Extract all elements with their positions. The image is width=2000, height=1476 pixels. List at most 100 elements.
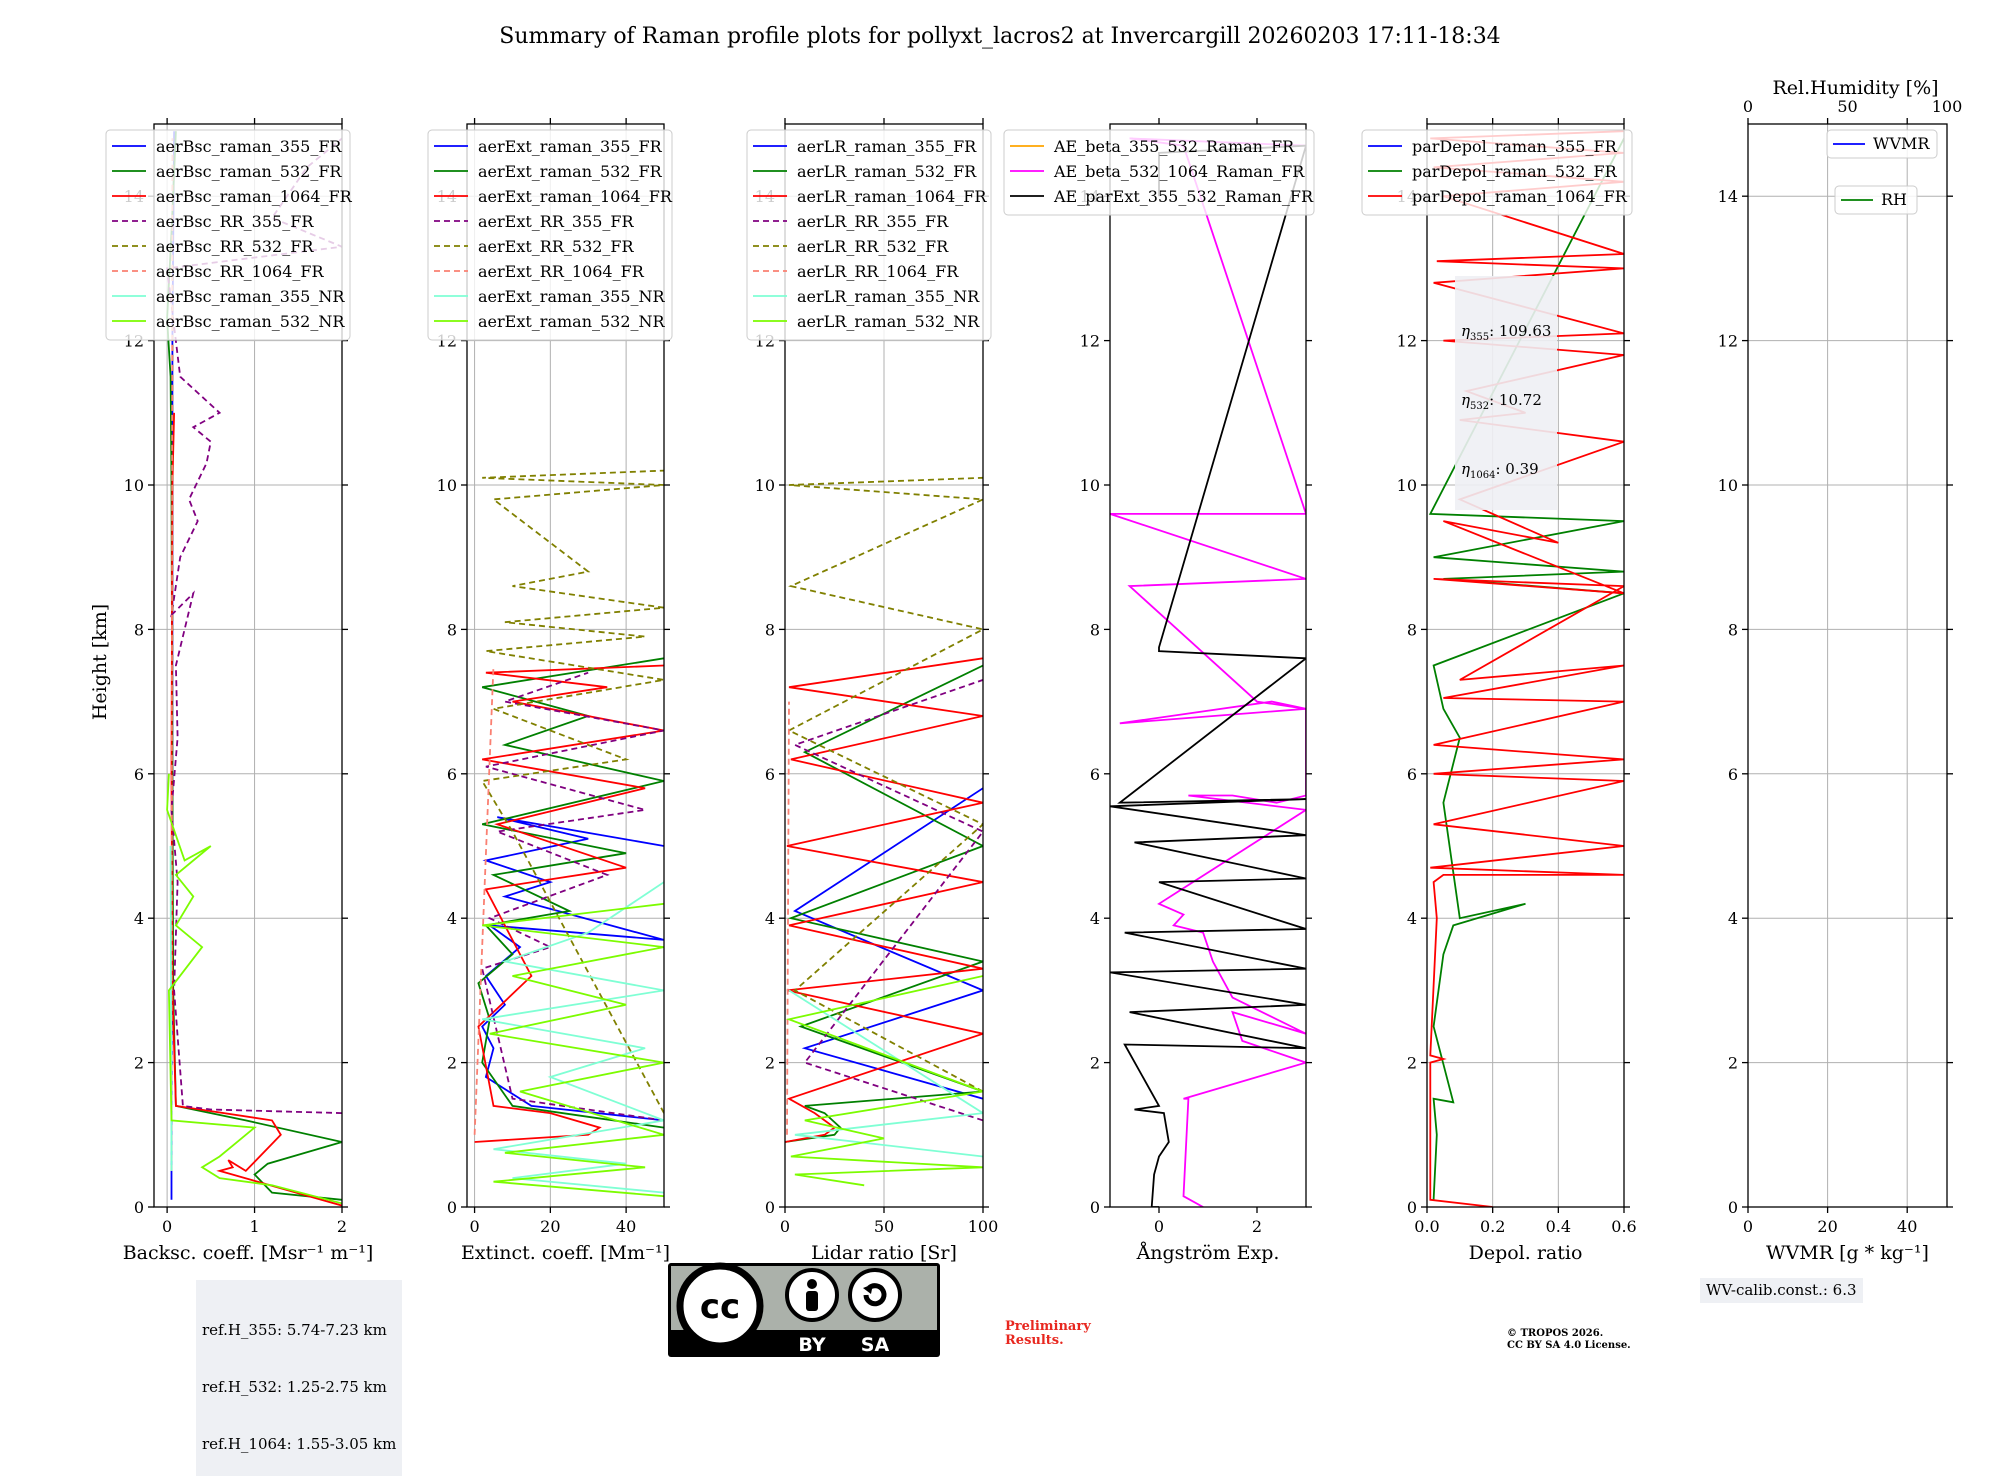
legend-box [746, 129, 992, 341]
legend: aerBsc_raman_355_FR aerBsc_raman_532_FRae… [105, 129, 353, 341]
y-tick-label: 0 [134, 1198, 144, 1217]
y-tick-label: 0 [1728, 1198, 1738, 1217]
cc-circle-icon [676, 1262, 764, 1350]
sa-arrow-arc [863, 1283, 887, 1307]
x-tick-label: 0.6 [1611, 1217, 1636, 1236]
y-tick-label: 14 [1718, 187, 1738, 206]
panel-lidar_ratio: 02468101214050100Lidar ratio [Sr]aerLR_r… [746, 118, 998, 1264]
legend-label: aerLR_RR_1064_FR [797, 262, 959, 281]
legend-box [105, 129, 351, 341]
y-tick-label: 10 [755, 476, 775, 495]
cc-text: cc [700, 1287, 740, 1327]
figure-title: Summary of Raman profile plots for polly… [499, 24, 1500, 49]
legend-label: aerLR_RR_355_FR [797, 212, 949, 231]
legend-label: aerExt_raman_355_NR [478, 287, 666, 306]
x-tick-label: 40 [1897, 1217, 1917, 1236]
legend-label: aerExt_raman_355_FR [478, 137, 663, 156]
panel-water_vapour: 0 2 4 6 8 10 12 14 0 20 40 WVMR [g * kg⁻¹] 0 50 100Rel… [1718, 77, 1963, 1264]
series-line-aerbsc-raman-1064-fr [170, 412, 342, 1207]
y-tick-label: 4 [447, 909, 457, 928]
ref-height-1064: ref.H_1064: 1.55-3.05 km [202, 1435, 397, 1453]
x-tick-label: 1 [249, 1217, 259, 1236]
eta-532: η532: 10.72 [1461, 391, 1542, 412]
series-line-aerext-rr-355-fr [481, 671, 664, 1122]
panel-backscatter: 02468101214012Backsc. coeff. [Msr⁻¹ m⁻¹]… [105, 118, 374, 1264]
series-line-aerext-raman-532-nr [482, 902, 664, 1198]
legend-label: aerBsc_raman_1064_FR [156, 187, 353, 206]
series-line-pardepol-raman-1064-fr [1429, 130, 1624, 1207]
y-tick-label: 6 [1407, 765, 1417, 784]
x-tick-label: 0 [1154, 1217, 1164, 1236]
legend-label: aerExt_RR_355_FR [478, 212, 635, 231]
x-tick-label: 40 [616, 1217, 636, 1236]
y-tick-label: 4 [765, 909, 775, 928]
y-tick-label: 12 [1080, 332, 1100, 351]
copyright-line-2: CC BY SA 4.0 License. [1507, 1340, 1631, 1351]
legend: parDepol_raman_355_FR parDepol_raman_532_… [1361, 129, 1633, 216]
legend-rh: RH [1834, 185, 1918, 215]
series-line-aerlr-rr-1064-fr [786, 701, 790, 1135]
y-tick-label: 4 [1090, 909, 1100, 928]
x2-axis-label: Rel.Humidity [%] [1772, 77, 1938, 99]
series-line-aerext-raman-532-fr [477, 657, 664, 1129]
x-tick-label: 0 [1743, 1217, 1753, 1236]
x-axis-label: WVMR [g * kg⁻¹] [1766, 1242, 1929, 1264]
legend-label: AE_beta_355_532_Raman_FR [1053, 137, 1295, 156]
legend-label: aerExt_raman_1064_FR [478, 187, 673, 206]
series-line-aerlr-raman-355-fr [792, 787, 983, 1100]
legend-box [1826, 129, 1938, 159]
x-tick-label: 20 [1817, 1217, 1837, 1236]
copyright-line-1: © TROPOS 2026. [1507, 1328, 1604, 1339]
x-axis-label: Extinct. coeff. [Mm⁻¹] [461, 1242, 670, 1264]
y-tick-label: 10 [1397, 476, 1417, 495]
x-axis-label: Backsc. coeff. [Msr⁻¹ m⁻¹] [123, 1242, 374, 1264]
y-tick-label: 12 [1718, 332, 1738, 351]
x-axis-label: Lidar ratio [Sr] [811, 1242, 957, 1264]
y-tick-label: 6 [1728, 765, 1738, 784]
plot-frame [466, 123, 665, 1208]
legend-label: aerLR_raman_355_FR [797, 137, 977, 156]
y-tick-label: 12 [1397, 332, 1417, 351]
x2-tick-label: 0 [1743, 97, 1753, 116]
ref-height-355: ref.H_355: 5.74-7.23 km [202, 1321, 387, 1339]
legend-label: aerBsc_raman_532_NR [156, 312, 345, 331]
x-axis-label: Depol. ratio [1469, 1242, 1583, 1264]
legend-label: aerLR_raman_532_NR [797, 312, 980, 331]
plot-frame [1109, 123, 1307, 1208]
x2-tick-label: 100 [1932, 97, 1963, 116]
y-tick-label: 6 [765, 765, 775, 784]
y-tick-label: 4 [134, 909, 144, 928]
sa-arrow-head [863, 1284, 873, 1294]
by-person-body [806, 1291, 818, 1311]
legend-label: aerExt_RR_532_FR [478, 237, 635, 256]
y-tick-label: 4 [1407, 909, 1417, 928]
legend-label: parDepol_raman_1064_FR [1412, 187, 1628, 206]
series-line-aerbsc-raman-355-nr [169, 845, 173, 1171]
legend-label: WVMR [1873, 134, 1930, 153]
ref-heights-box: ref.H_355: 5.74-7.23 km ref.H_532: 1.25-… [196, 1280, 403, 1476]
plot-frame [1747, 123, 1948, 1208]
legend-label: aerExt_raman_532_NR [478, 312, 666, 331]
y-tick-label: 2 [447, 1054, 457, 1073]
y-tick-label: 8 [1407, 620, 1417, 639]
x-tick-label: 0.2 [1480, 1217, 1505, 1236]
legend: aerLR_raman_355_FR aerLR_raman_532_FR aerL… [746, 129, 992, 341]
legend-label: aerExt_raman_532_FR [478, 162, 663, 181]
x-tick-label: 20 [540, 1217, 560, 1236]
eta-355: η355: 109.63 [1461, 322, 1552, 343]
y-tick-label: 2 [1407, 1054, 1417, 1073]
legend-label: aerLR_raman_532_FR [797, 162, 977, 181]
x2-tick-label: 50 [1837, 97, 1857, 116]
sa-text: SA [861, 1334, 890, 1356]
y-tick-label: 8 [134, 620, 144, 639]
series-group [473, 469, 664, 1198]
series-line-aerext-rr-1064-fr [473, 665, 495, 1135]
by-text: BY [798, 1334, 825, 1356]
legend-label: parDepol_raman_532_FR [1412, 162, 1618, 181]
series-line-aerlr-rr-355-fr [792, 679, 983, 1122]
series-line-pardepol-raman-532-fr [1428, 137, 1624, 1200]
y-tick-label: 2 [1728, 1054, 1738, 1073]
y-tick-label: 10 [437, 476, 457, 495]
cc-by-sa-badge: cc BY SA [668, 1262, 940, 1357]
